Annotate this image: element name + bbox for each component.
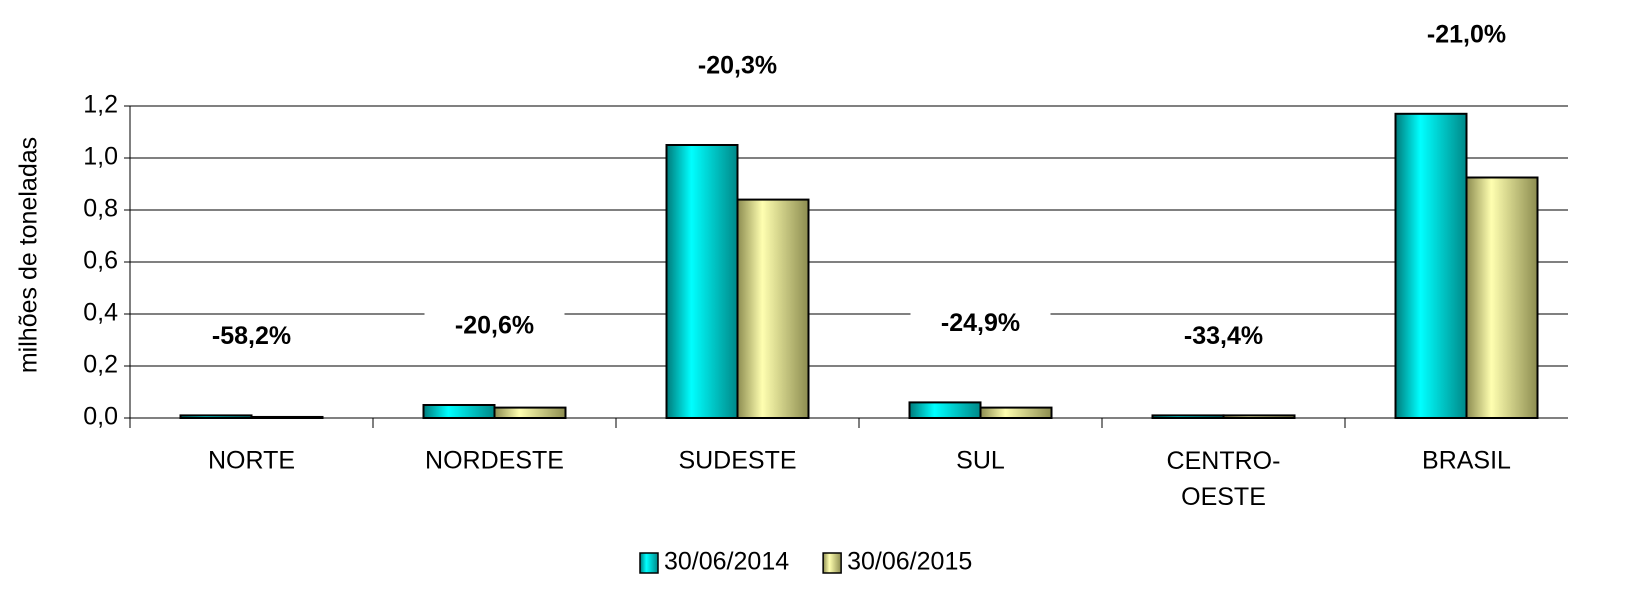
y-tick-label: 0,6 <box>83 247 118 275</box>
annotation-bg <box>424 309 565 345</box>
bar <box>979 406 1053 420</box>
legend-swatch <box>639 552 659 574</box>
x-tick-label: SUDESTE <box>678 447 796 475</box>
bar <box>1151 414 1225 419</box>
bar <box>1394 112 1468 420</box>
annotation-bg <box>1396 17 1537 54</box>
bar <box>736 198 810 419</box>
bar <box>493 406 567 420</box>
bar <box>1465 176 1539 419</box>
legend-label: 30/06/2014 <box>664 548 789 576</box>
bar <box>908 401 982 419</box>
y-axis-title: milhões de toneladas <box>15 137 43 373</box>
legend-label: 30/06/2015 <box>847 548 972 576</box>
bar <box>179 414 253 419</box>
y-tick-label: 0,8 <box>83 195 118 223</box>
annotation: -33,4% <box>1184 322 1263 350</box>
annotation-bg <box>1153 319 1294 356</box>
annotation: -20,6% <box>455 312 534 340</box>
bar <box>665 144 739 419</box>
x-tick-label: NORDESTE <box>425 447 564 475</box>
y-tick-label: 1,2 <box>83 91 118 119</box>
annotation: -24,9% <box>941 309 1020 337</box>
y-tick-label: 1,0 <box>83 143 118 171</box>
x-tick-label: NORTE <box>208 447 295 475</box>
x-tick-label: BRASIL <box>1422 447 1511 475</box>
legend-swatch <box>822 552 842 574</box>
annotation-bg <box>910 306 1051 343</box>
bar <box>250 415 324 419</box>
y-tick-label: 0,2 <box>83 351 118 379</box>
bar <box>422 404 496 419</box>
annotation: -21,0% <box>1427 20 1506 48</box>
annotation-bg <box>181 319 322 356</box>
annotation: -20,3% <box>698 52 777 80</box>
y-tick-label: 0,0 <box>83 403 118 431</box>
annotation-bg <box>667 49 808 85</box>
x-tick-label: SUL <box>956 447 1005 475</box>
y-tick-label: 0,4 <box>83 299 118 327</box>
bar <box>1222 414 1296 419</box>
x-tick-label: CENTRO-OESTE <box>1167 447 1281 511</box>
annotation: -58,2% <box>212 322 291 350</box>
